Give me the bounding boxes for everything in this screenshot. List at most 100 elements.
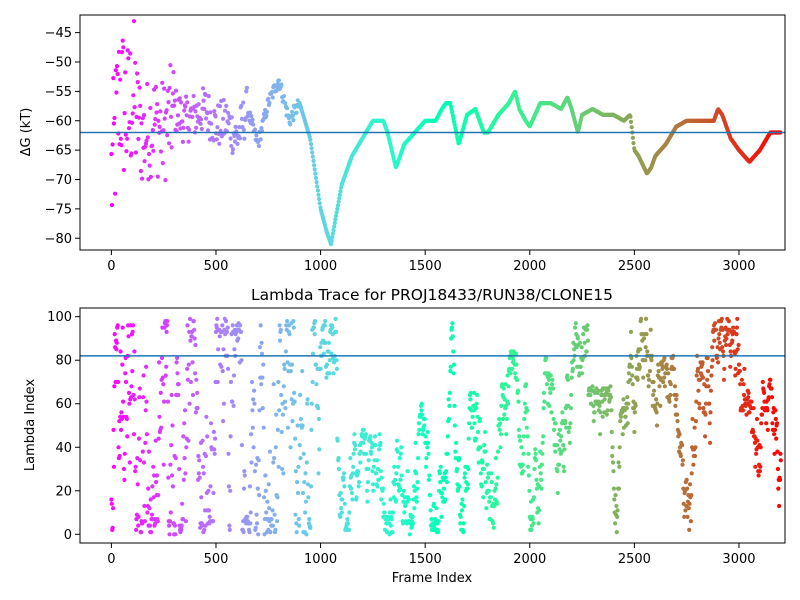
- lambda-point: [536, 521, 541, 526]
- lambda-point: [200, 464, 206, 469]
- lambda-point: [712, 338, 717, 343]
- lambda-point: [179, 527, 184, 533]
- lambda-point: [109, 501, 114, 506]
- lambda-point: [689, 471, 694, 476]
- lambda-point: [170, 423, 175, 428]
- lambda-point: [611, 469, 616, 474]
- lambda-point: [436, 519, 441, 524]
- free-energy-point: [150, 143, 155, 148]
- free-energy-point: [167, 141, 172, 146]
- lambda-point: [482, 443, 487, 448]
- lambda-point: [423, 464, 429, 469]
- lambda-point: [550, 377, 555, 382]
- lambda-point: [531, 495, 537, 500]
- free-energy-point: [171, 70, 176, 75]
- lambda-point: [469, 425, 475, 430]
- lambda-point: [350, 471, 355, 476]
- free-energy-point: [165, 133, 170, 138]
- lambda-point: [290, 362, 295, 367]
- lambda-point: [485, 462, 490, 467]
- lambda-point: [465, 482, 470, 487]
- lambda-point: [318, 366, 323, 371]
- lambda-point: [708, 440, 713, 445]
- lambda-point: [608, 395, 614, 400]
- lambda-point: [673, 403, 678, 408]
- lambda-point: [436, 530, 441, 535]
- lambda-point: [705, 369, 711, 374]
- lambda-point: [410, 514, 415, 520]
- lambda-point: [693, 419, 699, 424]
- lambda-point: [454, 440, 459, 445]
- lambda-point: [495, 449, 501, 454]
- lambda-point: [271, 382, 276, 387]
- lambda-point: [452, 423, 457, 428]
- lambda-point: [266, 482, 271, 487]
- lambda-point: [508, 371, 513, 376]
- lambda-x-tick-label: 500: [204, 552, 229, 567]
- lambda-point: [401, 488, 406, 493]
- lambda-point: [477, 416, 483, 422]
- lambda-point: [668, 382, 673, 387]
- lambda-point: [309, 401, 314, 406]
- lambda-point: [769, 386, 774, 391]
- lambda-point: [186, 362, 191, 367]
- lambda-point: [466, 466, 471, 472]
- lambda-point: [498, 432, 503, 437]
- lambda-point: [608, 384, 613, 389]
- lambda-point: [768, 377, 773, 382]
- lambda-point: [643, 345, 648, 350]
- lambda-point: [293, 469, 298, 474]
- lambda-point: [680, 458, 686, 463]
- lambda-point: [602, 397, 607, 402]
- lambda-point: [239, 329, 244, 334]
- lambda-point: [751, 406, 756, 411]
- lambda-point: [192, 327, 197, 332]
- free-energy-point: [135, 80, 140, 85]
- lambda-point: [156, 493, 161, 498]
- lambda-point: [474, 406, 479, 411]
- free-energy-point: [178, 100, 184, 105]
- free-energy-point: [145, 81, 150, 87]
- lambda-point: [164, 323, 170, 328]
- lambda-point: [518, 438, 523, 443]
- lambda-point: [415, 480, 420, 485]
- lambda-point: [324, 362, 329, 367]
- lambda-point: [555, 490, 560, 496]
- free-energy-point: [160, 161, 165, 166]
- lambda-y-axis-label: Lambda Index: [23, 379, 38, 472]
- free-energy-point: [206, 94, 211, 99]
- lambda-point: [227, 527, 232, 533]
- lambda-point: [130, 329, 135, 334]
- lambda-x-tick-label: 2500: [618, 552, 651, 567]
- lambda-point: [739, 377, 745, 382]
- lambda-point: [533, 451, 538, 456]
- free-energy-point: [163, 178, 168, 183]
- lambda-point: [618, 414, 624, 419]
- lambda-point: [168, 510, 173, 515]
- lambda-point: [281, 471, 286, 476]
- lambda-point: [259, 382, 264, 387]
- lambda-point: [199, 495, 204, 500]
- lambda-point: [777, 503, 782, 509]
- free-energy-point: [139, 121, 144, 126]
- lambda-point: [723, 342, 729, 348]
- lambda-point: [516, 388, 521, 393]
- lambda-point: [513, 371, 518, 376]
- free-energy-point: [312, 163, 317, 168]
- lambda-point: [641, 375, 646, 380]
- free-energy-point: [129, 151, 134, 156]
- lambda-point: [447, 403, 452, 408]
- lambda-point: [728, 349, 733, 354]
- lambda-point: [164, 364, 169, 369]
- free-energy-point: [138, 103, 143, 108]
- lambda-point: [672, 384, 678, 389]
- lambda-point: [562, 469, 567, 474]
- lambda-point: [183, 471, 188, 476]
- free-energy-point: [328, 242, 334, 247]
- lambda-point: [356, 469, 361, 474]
- lambda-point: [256, 532, 261, 537]
- lambda-point: [254, 512, 259, 517]
- free-energy-point: [333, 217, 338, 222]
- lambda-point: [474, 401, 479, 406]
- lambda-point: [776, 486, 781, 491]
